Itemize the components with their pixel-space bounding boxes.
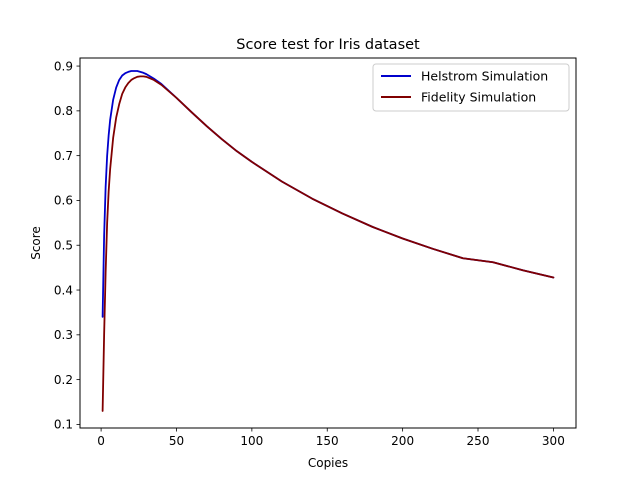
y-tick-label: 0.8 [54,104,73,118]
y-axis-ticks: 0.1 0.2 0.3 0.4 0.5 0.6 0.7 0.8 0.9 [54,59,80,432]
x-tick-label: 250 [467,434,490,448]
y-axis-label: Score [29,226,43,260]
x-tick-label: 200 [391,434,414,448]
plot-frame [79,57,577,429]
legend-box [372,63,570,112]
legend: Helstrom Simulation Fidelity Simulation [372,63,570,112]
legend-label-helstrom: Helstrom Simulation [421,69,548,84]
y-tick-label: 0.5 [54,239,73,253]
y-tick-label: 0.3 [54,328,73,342]
y-tick-label: 0.1 [54,418,73,432]
x-tick-label: 50 [169,434,184,448]
x-axis-ticks: 0 50 100 150 200 250 300 [97,428,565,448]
x-tick-label: 0 [97,434,105,448]
legend-label-fidelity: Fidelity Simulation [421,90,536,105]
chart-title: Score test for Iris dataset [236,37,420,53]
x-tick-label: 100 [240,434,263,448]
y-tick-label: 0.7 [54,149,73,163]
x-tick-label: 150 [316,434,339,448]
y-tick-label: 0.4 [54,283,73,297]
x-tick-label: 300 [542,434,565,448]
x-axis-label: Copies [308,456,348,470]
y-tick-label: 0.9 [54,59,73,73]
series-line-fidelity [101,75,555,412]
y-tick-label: 0.6 [54,194,73,208]
y-tick-label: 0.2 [54,373,73,387]
plot-lines [101,70,555,412]
